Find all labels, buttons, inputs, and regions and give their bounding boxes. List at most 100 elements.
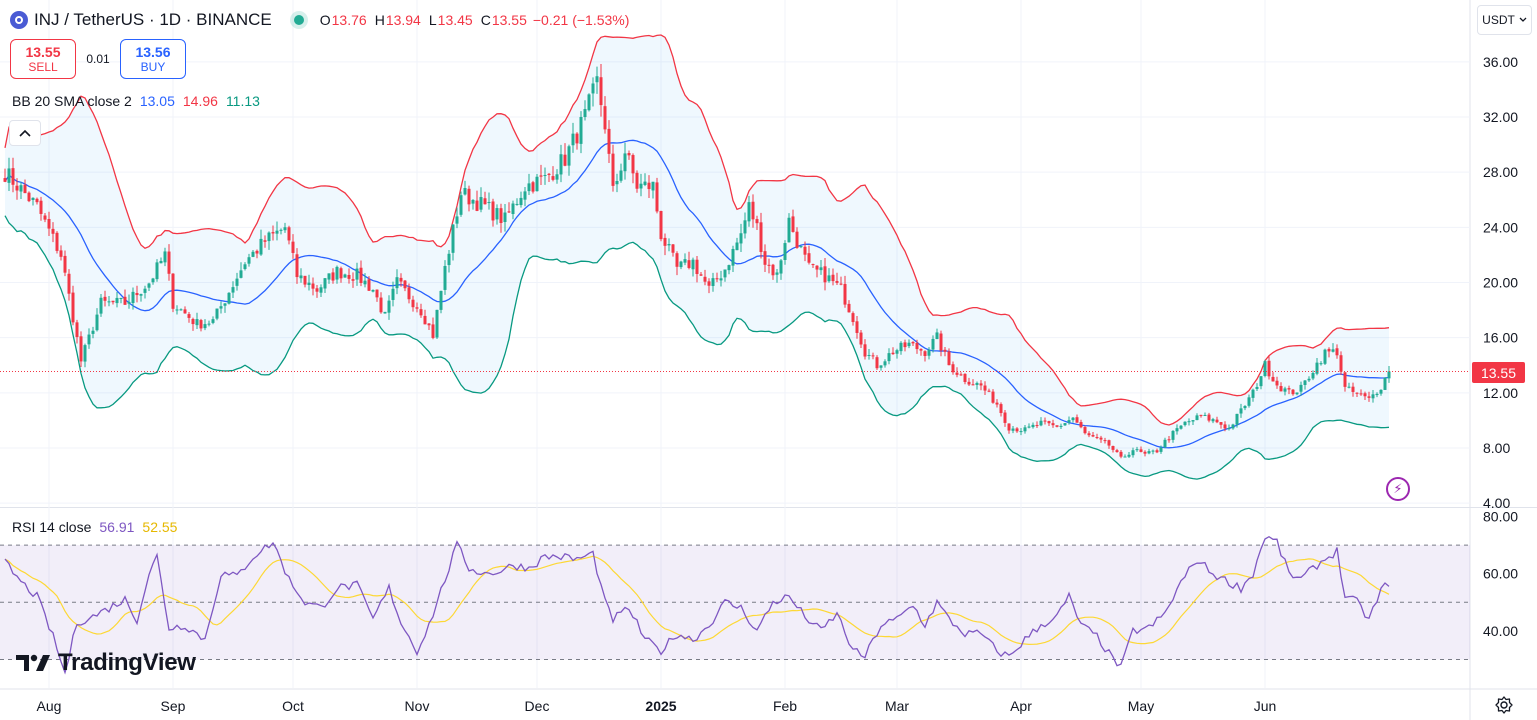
candle xyxy=(419,303,423,318)
candle xyxy=(615,173,619,193)
candle-body xyxy=(647,182,651,190)
candle xyxy=(39,196,43,221)
candle-body xyxy=(103,296,107,301)
candle xyxy=(1107,439,1111,449)
candle-body xyxy=(355,268,359,280)
candle xyxy=(971,379,975,386)
candle xyxy=(1239,403,1243,418)
candle xyxy=(1359,389,1363,396)
candle xyxy=(375,289,379,302)
settings-gear-icon[interactable] xyxy=(1494,695,1514,715)
candle xyxy=(1255,383,1259,392)
candle xyxy=(191,317,195,331)
price-tick-label: 20.00 xyxy=(1483,275,1518,291)
candle xyxy=(611,144,615,192)
rsi-legend-label: RSI 14 close xyxy=(12,519,92,535)
candle xyxy=(1259,376,1263,390)
candle-body xyxy=(511,203,515,215)
ohlc-low-key: L xyxy=(428,12,437,28)
candle xyxy=(519,191,523,208)
candle-body xyxy=(1327,348,1331,352)
candle-body xyxy=(115,297,119,304)
candle xyxy=(939,330,943,357)
candle xyxy=(395,269,399,295)
candle-body xyxy=(3,178,7,182)
candle-body xyxy=(1315,362,1319,374)
price-tick-label: 16.00 xyxy=(1483,330,1518,346)
candle xyxy=(275,221,279,241)
candle-body xyxy=(315,288,319,292)
candle xyxy=(371,289,375,293)
candle-body xyxy=(147,283,151,288)
candle xyxy=(715,272,719,283)
candle xyxy=(979,380,983,391)
candle xyxy=(803,241,807,262)
tradingview-logo[interactable]: TradingView xyxy=(16,649,196,677)
candle xyxy=(1271,372,1275,382)
candle xyxy=(463,180,467,196)
candle-body xyxy=(739,233,743,244)
candle xyxy=(659,210,663,242)
sell-button[interactable]: 13.55 SELL xyxy=(10,39,76,79)
candle-body xyxy=(1239,408,1243,414)
currency-select[interactable]: USDT xyxy=(1477,5,1532,35)
candle xyxy=(1387,365,1391,383)
candle-body xyxy=(211,319,215,323)
symbol-title[interactable]: INJ / TetherUS · 1D · BINANCE xyxy=(34,10,272,29)
candle-body xyxy=(911,341,915,344)
candle xyxy=(1187,418,1191,426)
candle xyxy=(439,290,443,314)
candle xyxy=(955,367,959,378)
candle-body xyxy=(503,212,507,223)
buy-button[interactable]: 13.56 BUY xyxy=(120,39,186,79)
candle xyxy=(1283,386,1287,396)
candle-body xyxy=(195,319,199,326)
candle xyxy=(515,198,519,206)
candle xyxy=(1219,422,1223,429)
candle-body xyxy=(1151,450,1155,452)
collapse-legend-button[interactable] xyxy=(9,120,41,146)
rsi-tick-label: 80.00 xyxy=(1483,509,1518,525)
candle xyxy=(1051,419,1055,428)
candle xyxy=(411,295,415,312)
candle xyxy=(1079,419,1083,429)
candle xyxy=(559,144,563,183)
candle-body xyxy=(555,174,559,180)
candle-body xyxy=(955,372,959,375)
candle xyxy=(999,402,1003,417)
candle-body xyxy=(443,265,447,290)
current-price-label: 13.55 xyxy=(1472,362,1525,383)
candle xyxy=(1011,425,1015,434)
candle-body xyxy=(271,232,275,234)
candle-body xyxy=(1063,423,1067,426)
candle xyxy=(931,335,935,353)
candle xyxy=(667,238,671,252)
rsi-legend[interactable]: RSI 14 close 56.91 52.55 xyxy=(12,519,177,535)
candle xyxy=(1231,423,1235,430)
candle-body xyxy=(675,253,679,267)
candle-body xyxy=(1343,372,1347,387)
candle-body xyxy=(471,199,475,204)
candle xyxy=(895,348,899,359)
lightning-icon[interactable]: ⚡ xyxy=(1386,477,1410,501)
bb-legend[interactable]: BB 20 SMA close 2 13.05 14.96 11.13 xyxy=(12,93,260,109)
candle-body xyxy=(947,351,951,366)
candle-body xyxy=(799,246,803,248)
candle-body xyxy=(255,250,259,254)
candle-body xyxy=(707,281,711,286)
candle-body xyxy=(575,133,579,144)
candle-body xyxy=(691,259,695,270)
candle xyxy=(767,258,771,274)
candle-body xyxy=(447,253,451,266)
candle xyxy=(1055,425,1059,428)
candle-body xyxy=(47,219,51,229)
candle-body xyxy=(743,220,747,234)
candle-body xyxy=(439,290,443,310)
sell-label: SELL xyxy=(28,59,58,74)
candle-body xyxy=(747,202,751,222)
candle xyxy=(799,245,803,249)
candle xyxy=(783,240,787,265)
candle xyxy=(731,245,735,272)
candle xyxy=(887,348,891,365)
